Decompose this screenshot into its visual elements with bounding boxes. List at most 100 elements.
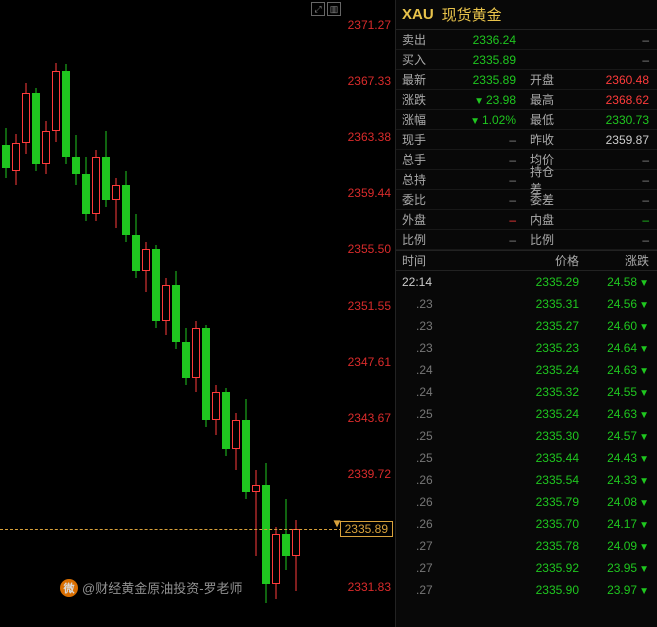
tick-row: .262335.5424.33▼ (396, 469, 657, 491)
tick-row: .262335.7924.08▼ (396, 491, 657, 513)
tick-change: 24.63▼ (579, 363, 649, 377)
chart-pane[interactable]: ⤢ ▥ 2371.272367.332363.382359.442355.502… (0, 0, 395, 627)
axis-label: 2359.44 (348, 186, 391, 200)
tick-price: 2335.54 (462, 473, 579, 487)
quote-value: 2360.48 (564, 73, 657, 87)
axis-label: 2339.72 (348, 467, 391, 481)
tick-header-change: 涨跌 (579, 252, 649, 269)
tick-change: 24.09▼ (579, 539, 649, 553)
tick-row: .252335.4424.43▼ (396, 447, 657, 469)
quote-label: 现手 (396, 131, 436, 148)
quote-label: 最新 (396, 71, 436, 88)
candlestick-series (0, 0, 345, 627)
quote-value: 2336.24 (436, 33, 524, 47)
quote-label: 委差 (524, 191, 564, 208)
tick-row: .242335.3224.55▼ (396, 381, 657, 403)
tick-price: 2335.70 (462, 517, 579, 531)
symbol-name: 现货黄金 (442, 4, 502, 25)
quote-value: – (436, 133, 524, 147)
tick-price: 2335.78 (462, 539, 579, 553)
quote-value: – (564, 33, 657, 47)
symbol-code: XAU (402, 6, 434, 23)
tick-change: 23.97▼ (579, 583, 649, 597)
tick-change: 24.56▼ (579, 297, 649, 311)
tick-header-time: 时间 (402, 252, 462, 269)
quote-value: 2335.89 (436, 53, 524, 67)
tick-change: 24.55▼ (579, 385, 649, 399)
axis-label: 2343.67 (348, 411, 391, 425)
watermark-text: @财经黄金原油投资-罗老师 (82, 578, 243, 597)
quote-value: ▼23.98 (436, 93, 524, 107)
quote-label: 涨幅 (396, 111, 436, 128)
tick-row: .272335.7824.09▼ (396, 535, 657, 557)
tick-time: .23 (402, 319, 462, 333)
quote-label: 委比 (396, 191, 436, 208)
tick-time: .27 (402, 583, 462, 597)
quote-value: – (564, 53, 657, 67)
weibo-logo-icon: 微 (60, 579, 78, 597)
quote-label: 总持 (396, 171, 436, 188)
tick-price: 2335.24 (462, 407, 579, 421)
tick-change: 24.57▼ (579, 429, 649, 443)
tick-change: 24.17▼ (579, 517, 649, 531)
quote-value: – (564, 153, 657, 167)
quote-label: 涨跌 (396, 91, 436, 108)
axis-label: 2331.83 (348, 580, 391, 594)
quote-row: 委比–委差– (396, 190, 657, 210)
tick-change: 24.63▼ (579, 407, 649, 421)
tick-change: 23.95▼ (579, 561, 649, 575)
tick-price: 2335.23 (462, 341, 579, 355)
quote-value: – (436, 173, 524, 187)
tick-row: .272335.9223.95▼ (396, 557, 657, 579)
tick-change: 24.08▼ (579, 495, 649, 509)
tick-change: 24.58▼ (579, 275, 649, 289)
quote-row: 买入2335.89 – (396, 50, 657, 70)
tick-price: 2335.44 (462, 451, 579, 465)
quote-row: 比例–比例– (396, 230, 657, 250)
quote-value: 2335.89 (436, 73, 524, 87)
axis-label: 2371.27 (348, 18, 391, 32)
quote-row: 外盘–内盘– (396, 210, 657, 230)
tick-change: 24.60▼ (579, 319, 649, 333)
tick-time: .26 (402, 473, 462, 487)
current-price-box: 2335.89 (340, 521, 393, 537)
quote-label: 开盘 (524, 71, 564, 88)
axis-label: 2367.33 (348, 74, 391, 88)
quote-row: 总持–持仓差– (396, 170, 657, 190)
quote-value: 2368.62 (564, 93, 657, 107)
tick-header-price: 价格 (462, 252, 579, 269)
current-price-line (0, 529, 347, 530)
watermark: 微 @财经黄金原油投资-罗老师 (60, 578, 243, 597)
quote-value: – (564, 213, 657, 227)
tick-time: .26 (402, 495, 462, 509)
tick-time: .24 (402, 385, 462, 399)
tick-row: .232335.2724.60▼ (396, 315, 657, 337)
tick-time: .25 (402, 407, 462, 421)
quote-label: 最低 (524, 111, 564, 128)
tick-change: 24.43▼ (579, 451, 649, 465)
quote-value: – (564, 233, 657, 247)
quote-value: – (436, 213, 524, 227)
axis-label: 2355.50 (348, 242, 391, 256)
axis-label: 2351.55 (348, 299, 391, 313)
axis-label: 2347.61 (348, 355, 391, 369)
tick-price: 2335.92 (462, 561, 579, 575)
tick-row: .252335.2424.63▼ (396, 403, 657, 425)
tick-change: 24.64▼ (579, 341, 649, 355)
quote-value: 2330.73 (564, 113, 657, 127)
quote-label: 昨收 (524, 131, 564, 148)
tick-price: 2335.30 (462, 429, 579, 443)
quote-value: – (564, 173, 657, 187)
tick-price: 2335.27 (462, 319, 579, 333)
tick-time: .25 (402, 451, 462, 465)
tick-time: 22:14 (402, 275, 462, 289)
tick-row: 22:142335.2924.58▼ (396, 271, 657, 293)
quote-label: 卖出 (396, 31, 436, 48)
quote-label: 买入 (396, 51, 436, 68)
tick-time: .27 (402, 539, 462, 553)
tick-row: .242335.2424.63▼ (396, 359, 657, 381)
quote-row: 卖出2336.24 – (396, 30, 657, 50)
tick-time: .26 (402, 517, 462, 531)
symbol-header: XAU 现货黄金 (396, 0, 657, 30)
tick-price: 2335.31 (462, 297, 579, 311)
